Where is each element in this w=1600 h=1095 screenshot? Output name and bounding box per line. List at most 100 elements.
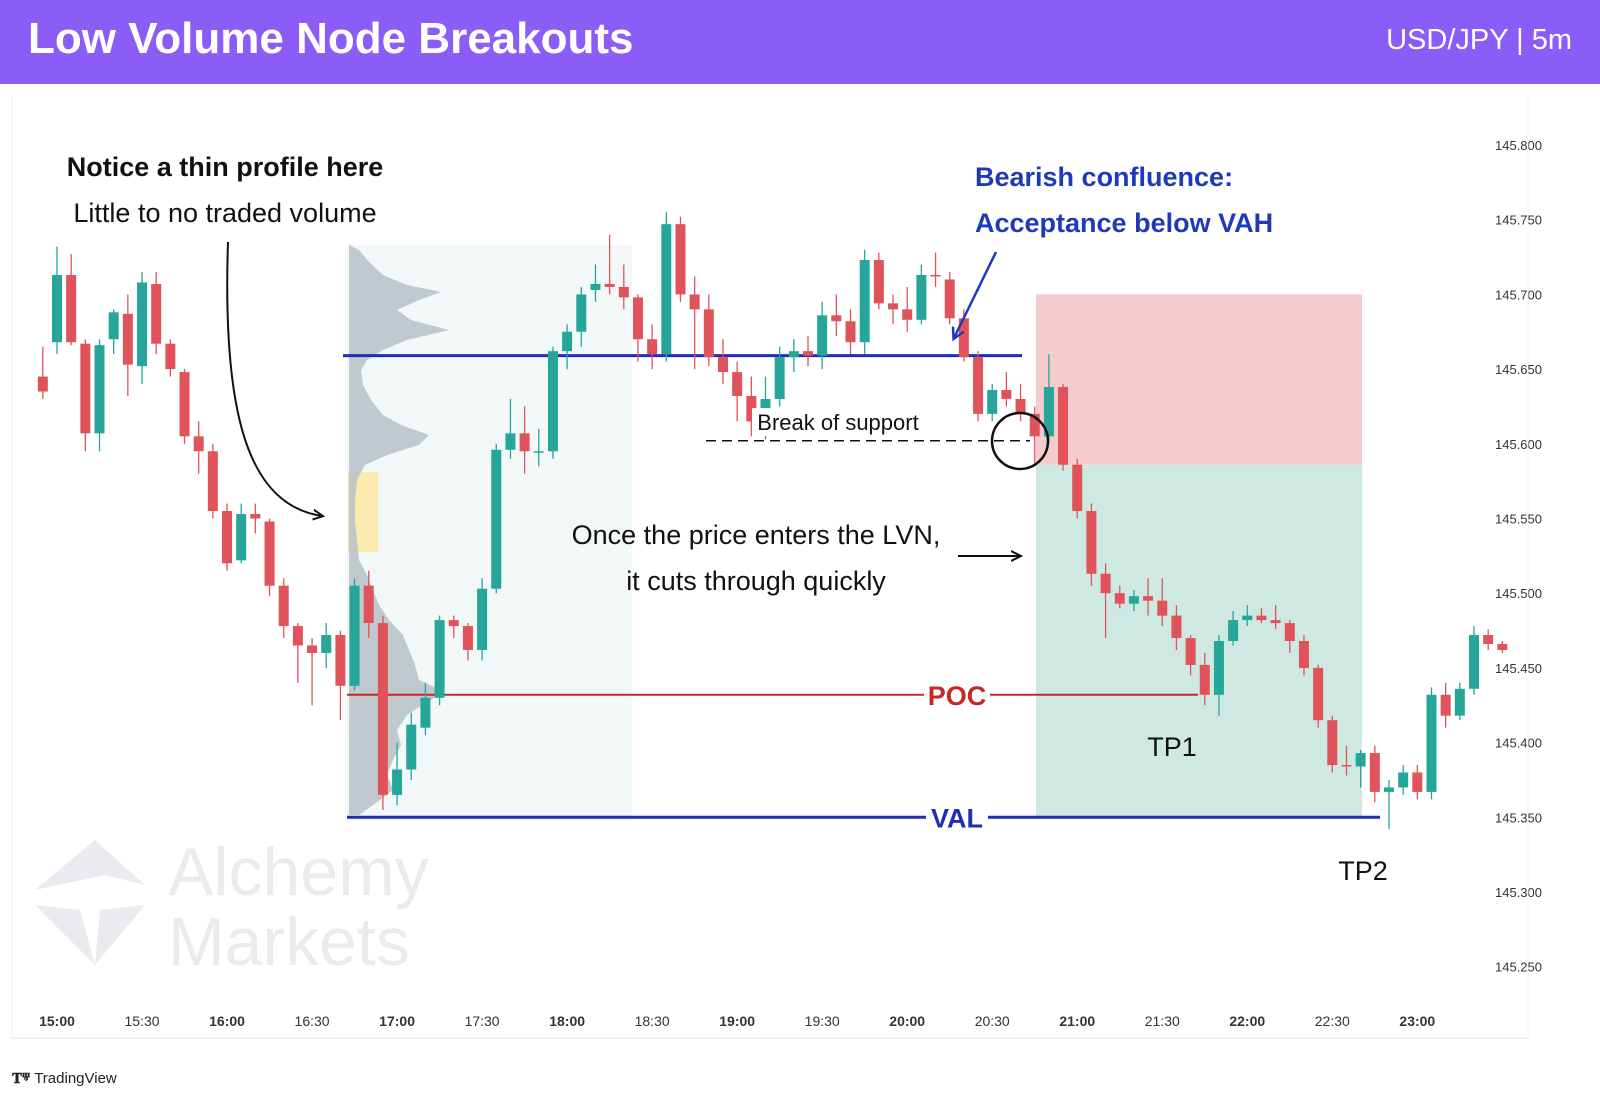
candle-body-82 — [1199, 664, 1210, 695]
candle-body-3 — [80, 343, 91, 434]
candle-body-77 — [1128, 596, 1139, 604]
candle-body-93 — [1355, 753, 1366, 767]
tp2-label: TP2 — [1338, 856, 1388, 886]
candle-body-2 — [66, 274, 77, 343]
time-axis: 15:00 15:30 16:00 16:30 17:00 17:30 18:00 18:30… — [39, 1013, 1435, 1029]
candle-body-76 — [1114, 593, 1125, 604]
candle-body-78 — [1143, 596, 1154, 601]
candle-body-5 — [108, 312, 119, 340]
candle-body-91 — [1327, 720, 1338, 766]
break-of-support-label: Break of support — [757, 410, 918, 435]
candle-body-90 — [1313, 667, 1324, 721]
candle-body-102 — [1483, 635, 1494, 644]
candle-body-98 — [1426, 694, 1437, 792]
tradingview-label: TradingView — [34, 1070, 117, 1087]
tp1-label: TP1 — [1147, 732, 1197, 762]
candle-body-29 — [448, 620, 459, 627]
candle-body-84 — [1228, 620, 1239, 642]
price-tick-5: 145.550 — [1495, 512, 1542, 527]
time-tick-11: 20:30 — [975, 1013, 1010, 1029]
candle-body-67 — [987, 390, 998, 414]
tradingview-logo: 𝐓ⱋ TradingView — [12, 1070, 117, 1087]
watermark-line2: Markets — [168, 904, 410, 980]
candle-body-64 — [944, 279, 955, 319]
thin-profile-title: Notice a thin profile here — [67, 152, 384, 182]
time-tick-1: 15:30 — [124, 1013, 159, 1029]
candle-body-39 — [590, 283, 601, 290]
candle-body-68 — [1001, 390, 1012, 399]
candle-body-15 — [250, 514, 261, 519]
price-tick-0: 145.800 — [1495, 138, 1542, 153]
candle-body-99 — [1440, 694, 1451, 716]
time-tick-2: 16:00 — [209, 1013, 245, 1029]
candle-body-66 — [973, 357, 984, 414]
time-tick-7: 18:30 — [635, 1013, 670, 1029]
tradingview-icon: 𝐓ⱋ — [12, 1070, 31, 1087]
symbol-timeframe-label: USD/JPY | 5m — [1386, 24, 1572, 56]
candle-body-103 — [1497, 643, 1508, 650]
candle-body-7 — [137, 282, 148, 367]
candle-body-45 — [675, 224, 686, 295]
candle-body-100 — [1454, 688, 1465, 716]
candle-body-58 — [859, 260, 870, 343]
take-profit-zone — [1036, 464, 1362, 818]
bearish-confluence-subtitle: Acceptance below VAH — [975, 208, 1273, 238]
time-tick-6: 18:00 — [549, 1013, 585, 1029]
price-tick-3: 145.650 — [1495, 362, 1542, 377]
candle-body-56 — [831, 315, 842, 322]
candle-body-83 — [1213, 641, 1224, 695]
price-tick-10: 145.300 — [1495, 885, 1542, 900]
candle-body-33 — [505, 433, 516, 450]
candle-body-72 — [1058, 387, 1069, 465]
candle-body-22 — [349, 585, 360, 686]
candle-body-101 — [1469, 635, 1479, 689]
time-tick-14: 22:00 — [1229, 1013, 1265, 1029]
time-tick-9: 19:30 — [805, 1013, 840, 1029]
candle-body-62 — [916, 274, 927, 320]
candles-group — [37, 212, 1508, 830]
bearish-confluence-title: Bearish confluence: — [975, 162, 1233, 192]
candle-body-52 — [774, 357, 785, 399]
price-tick-2: 145.700 — [1495, 287, 1542, 302]
candle-body-85 — [1242, 615, 1253, 621]
candle-body-18 — [292, 626, 303, 646]
candle-body-46 — [689, 294, 700, 310]
candle-body-27 — [420, 697, 431, 728]
candle-body-0 — [37, 376, 48, 392]
candle-body-23 — [363, 585, 374, 624]
candle-body-10 — [179, 372, 190, 437]
candle-body-89 — [1298, 641, 1309, 668]
thin-profile-subtitle: Little to no traded volume — [73, 198, 376, 228]
volume-profile-histogram — [349, 245, 449, 815]
watermark-line1: Alchemy — [168, 834, 429, 910]
time-tick-8: 19:00 — [719, 1013, 755, 1029]
candle-body-40 — [604, 283, 615, 287]
header-bar: Low Volume Node Breakouts USD/JPY | 5m — [0, 0, 1600, 84]
candle-body-31 — [477, 588, 488, 650]
candle-body-49 — [732, 372, 743, 396]
bearish-arrow — [954, 251, 998, 338]
time-tick-13: 21:30 — [1145, 1013, 1180, 1029]
time-tick-5: 17:30 — [465, 1013, 500, 1029]
candle-body-69 — [1015, 398, 1026, 414]
val-label-bg — [926, 802, 988, 833]
alchemy-markets-watermark: Alchemy Markets — [35, 834, 429, 980]
candle-body-87 — [1270, 620, 1281, 624]
candle-body-9 — [165, 343, 176, 370]
candle-body-88 — [1284, 623, 1295, 642]
candle-body-32 — [491, 449, 502, 589]
time-tick-10: 20:00 — [889, 1013, 925, 1029]
poc-label-bg — [924, 679, 990, 710]
candle-body-6 — [122, 313, 133, 365]
candle-body-71 — [1043, 387, 1054, 437]
lvn-explanation-line2: it cuts through quickly — [626, 566, 886, 596]
candle-body-96 — [1398, 772, 1409, 788]
candlestick-chart[interactable]: Alchemy Markets 145.800145.750145.700145… — [0, 84, 1600, 1054]
candle-body-14 — [236, 514, 247, 561]
candle-body-30 — [462, 626, 473, 650]
price-tick-11: 145.250 — [1495, 960, 1542, 975]
candle-body-4 — [94, 345, 105, 434]
candle-body-61 — [902, 309, 913, 320]
candle-body-50 — [746, 395, 757, 422]
price-tick-8: 145.400 — [1495, 736, 1542, 751]
